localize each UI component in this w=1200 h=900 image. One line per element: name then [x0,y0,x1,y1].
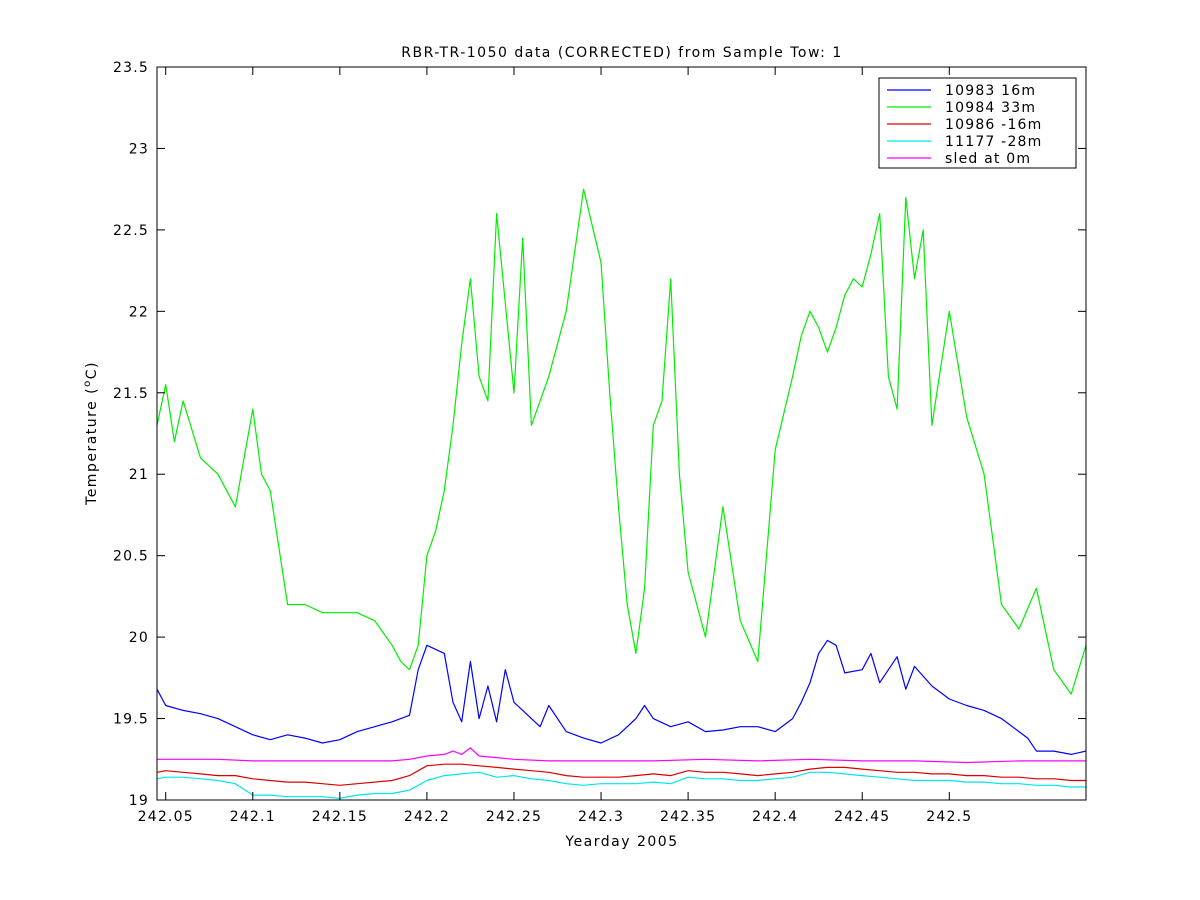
y-tick-label: 21 [129,467,149,483]
x-tick-label: 242.5 [926,809,972,825]
legend-label: 10986 -16m [945,117,1043,133]
x-tick-label: 242.35 [660,809,716,825]
legend-label: 11177 -28m [945,134,1043,150]
series-line-sled-at-0m [157,747,1086,764]
chart-title: RBR-TR-1050 data (CORRECTED) from Sample… [401,45,842,61]
legend-label: 10984 33m [945,100,1036,116]
y-tick-label: 20 [129,630,149,646]
x-tick-label: 242.15 [312,809,368,825]
y-axis-label-suffix: C) [84,361,100,379]
series-line-10984-33m [156,188,1087,695]
y-tick-label: 22.5 [113,223,149,239]
y-axis-label-degree: o [82,379,93,387]
x-axis-label: Yearday 2005 [564,834,678,850]
legend-label: 10983 16m [945,83,1036,99]
legend-label: sled at 0m [945,151,1031,167]
x-tick-label: 242.2 [404,809,450,825]
x-tick-label: 242.45 [834,809,890,825]
y-tick-label: 20.5 [113,549,149,565]
x-axis: 242.05 242.1 242.15 242.2 242.25 242.3 242.35 2… [138,67,972,825]
x-tick-label: 242.05 [138,809,194,825]
series-line-10986-16m [156,763,1086,786]
y-tick-label: 22 [129,304,149,320]
plot-series-group [156,188,1087,800]
y-tick-label: 23.5 [113,60,149,76]
y-tick-label: 23 [129,141,149,157]
plot-frame [156,66,1087,801]
series-line-11177-28m [156,771,1086,800]
series-line-10983-16m [156,639,1087,756]
y-axis-label-prefix: Temperature ( [84,387,100,506]
y-axis-label: Temperature (oC) [82,361,100,506]
y-tick-label: 19.5 [113,712,149,728]
x-tick-label: 242.1 [230,809,276,825]
x-tick-label: 242.25 [486,809,542,825]
y-tick-label: 21.5 [113,386,149,402]
y-tick-label: 19 [129,793,149,809]
x-tick-label: 242.4 [752,809,798,825]
legend-box [878,77,1077,169]
x-tick-label: 242.3 [578,809,624,825]
y-axis: 19 19.5 20 20.5 21 21.5 22 22.5 23 23.5 [113,60,1086,809]
